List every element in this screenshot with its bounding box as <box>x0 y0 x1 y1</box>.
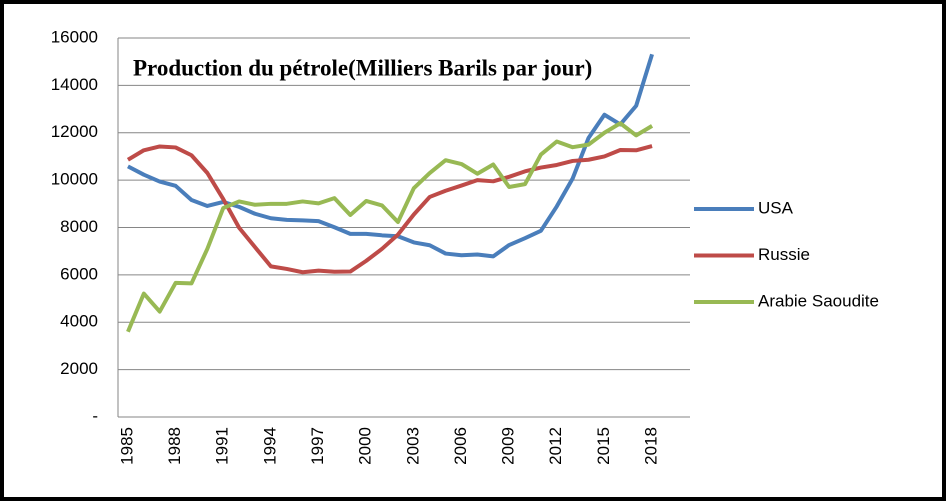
y-tick-label: 4000 <box>60 312 98 331</box>
x-tick-label: 1988 <box>165 427 184 465</box>
x-tick-label: 2003 <box>403 427 422 465</box>
x-tick-label: 1985 <box>117 427 136 465</box>
chart-title: Production du pétrole(Milliers Barils pa… <box>133 55 592 80</box>
legend-label: Arabie Saoudite <box>758 291 879 310</box>
x-tick-label: 1994 <box>260 427 279 465</box>
x-tick-label: 2000 <box>356 427 375 465</box>
y-tick-label: 14000 <box>51 75 98 94</box>
y-tick-label: 6000 <box>60 264 98 283</box>
x-tick-label: 1991 <box>213 427 232 465</box>
y-tick-label: 12000 <box>51 122 98 141</box>
x-tick-label: 2012 <box>546 427 565 465</box>
x-tick-label: 2018 <box>642 427 661 465</box>
line-series <box>126 144 653 275</box>
legend-label: USA <box>758 198 794 217</box>
x-tick-label: 1997 <box>308 427 327 465</box>
line-series <box>126 121 654 333</box>
x-tick-label: 2006 <box>451 427 470 465</box>
x-tick-label: 2009 <box>499 427 518 465</box>
y-tick-label: 16000 <box>51 27 98 46</box>
x-tick-label: 2015 <box>594 427 613 465</box>
legend-label: Russie <box>758 245 810 264</box>
y-tick-label: - <box>92 406 98 425</box>
y-tick-label: 10000 <box>51 170 98 189</box>
y-tick-label: 2000 <box>60 359 98 378</box>
line-series <box>127 53 654 259</box>
y-tick-label: 8000 <box>60 217 98 236</box>
